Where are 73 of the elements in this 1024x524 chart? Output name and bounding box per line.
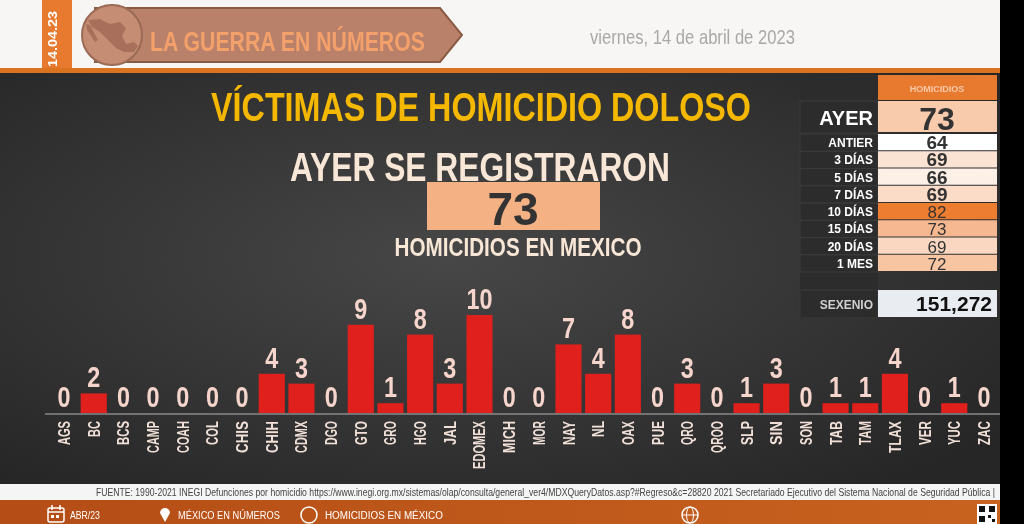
data-label: 0 (532, 380, 546, 414)
x-tick-label: CDMX (293, 421, 311, 453)
data-label: 0 (918, 380, 932, 414)
data-label: 0 (205, 380, 219, 414)
x-tick-label: AGS (56, 421, 74, 445)
data-label: 1 (383, 370, 398, 404)
data-label: 0 (176, 380, 190, 414)
data-label: 7 (562, 311, 576, 346)
data-label: 9 (354, 292, 368, 326)
x-tick-label: JAL (441, 420, 460, 445)
x-tick-label: COAH (174, 421, 193, 453)
data-label: 0 (710, 380, 724, 414)
x-tick-label: COL (203, 420, 222, 445)
text: HOMICIDIOS EN MEXICO (394, 232, 642, 262)
data-label: 4 (888, 341, 902, 375)
data-label: 3 (680, 350, 694, 385)
source-note: FUENTE: 1990-2021 INEGI Defunciones por homicidio https://www.inegi.org.mx/sistemas/olap/consulta/general_ver4/MDXQueryDatos.asp?#Regreso&c=28820 2021 Secretariado Ejecutivo del Sistema Nacional de Seguridad Pública | (95, 487, 995, 499)
text: HOMICIDIOS EN MÉXICO (325, 508, 443, 522)
data-label: 8 (413, 301, 427, 336)
data-label: 0 (324, 380, 338, 414)
data-label: 3 (294, 350, 308, 385)
x-tick-label: SLP (737, 420, 756, 445)
data-label: 10 (466, 282, 493, 316)
text: 14.04.23 (45, 10, 60, 67)
x-tick-label: QRO (679, 421, 697, 445)
data-label: 1 (947, 370, 961, 404)
x-tick-label: NL (589, 420, 608, 437)
x-tick-label: PUE (648, 421, 667, 445)
data-label: 0 (977, 380, 991, 414)
data-label: 0 (57, 380, 71, 414)
x-tick-label: OAX (619, 420, 638, 445)
data-label: 4 (265, 341, 279, 375)
data-label: 1 (829, 370, 843, 404)
x-tick-label: MOR (530, 420, 549, 445)
text: LA GUERRA EN NÚMEROS (150, 23, 425, 57)
x-tick-label: TAM (856, 421, 875, 445)
chart-title: VÍCTIMAS DE HOMICIDIO DOLOSO (211, 84, 751, 130)
x-tick-label: GRO (382, 421, 401, 445)
x-tick-label: HGO (411, 421, 430, 445)
x-tick-label: ZAC (975, 421, 994, 445)
x-tick-label: DGO (322, 421, 341, 445)
x-tick-label: CAMP (145, 421, 163, 453)
data-label: 8 (621, 301, 635, 336)
data-label: 1 (858, 370, 872, 404)
text: viernes, 14 de abril de 2023 (590, 25, 795, 49)
x-tick-label: MICH (500, 421, 519, 453)
x-tick-label: SON (797, 421, 816, 445)
data-label: 0 (799, 380, 813, 414)
x-tick-label: QROO (708, 421, 727, 453)
x-tick-label: TAB (826, 421, 845, 445)
x-tick-label: SIN (767, 421, 786, 445)
x-tick-label: EDOMEX (471, 420, 489, 469)
text: MÉXICO EN NÚMEROS (178, 508, 281, 522)
data-label: 0 (235, 380, 249, 414)
x-tick-label: VER (915, 421, 935, 445)
data-label: 1 (740, 370, 754, 404)
data-label: 0 (146, 380, 160, 414)
text: ABR/23 (70, 509, 101, 522)
data-label: 0 (502, 380, 516, 414)
x-tick-label: BCS (114, 421, 133, 445)
x-tick-label: CHIS (234, 420, 252, 453)
data-label: 0 (651, 380, 665, 414)
data-label: 3 (443, 350, 457, 385)
x-tick-label: GTO (352, 420, 371, 445)
data-label: 3 (769, 350, 783, 385)
x-tick-label: NAY (559, 420, 578, 445)
x-tick-label: YUC (945, 421, 964, 445)
data-label: 0 (116, 380, 130, 414)
data-label: 2 (87, 360, 101, 395)
x-tick-label: BC (85, 420, 104, 437)
data-label: 4 (591, 341, 605, 375)
x-tick-label: TLAX (886, 420, 905, 453)
x-tick-label: CHIH (263, 421, 282, 453)
